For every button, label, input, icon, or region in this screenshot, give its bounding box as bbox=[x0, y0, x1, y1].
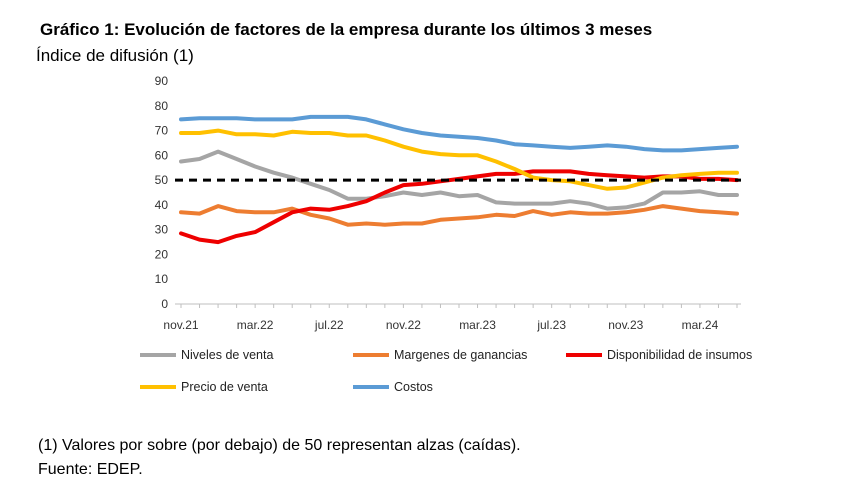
x-axis-ticks: nov.21 mar.22 jul.22 nov.22 mar.23 jul.23 nov.… bbox=[163, 304, 738, 332]
source-text: Fuente: EDEP. bbox=[38, 461, 143, 478]
legend-label-costos: Costos bbox=[394, 380, 433, 394]
series-line-margenes bbox=[179, 204, 739, 227]
x-tick-label: mar.24 bbox=[682, 318, 719, 332]
y-tick-label: 70 bbox=[155, 124, 169, 138]
x-tick-label: jul.23 bbox=[536, 318, 566, 332]
legend-label-niveles: Niveles de venta bbox=[181, 348, 273, 362]
y-tick-label: 0 bbox=[161, 297, 168, 311]
y-tick-label: 80 bbox=[155, 99, 169, 113]
legend-label-insumos: Disponibilidad de insumos bbox=[607, 348, 752, 362]
series-line-precio bbox=[179, 128, 739, 191]
chart-subtitle: Índice de difusión (1) bbox=[36, 46, 194, 65]
y-tick-label: 30 bbox=[155, 223, 169, 237]
chart-title: Gráfico 1: Evolución de factores de la e… bbox=[40, 20, 653, 39]
y-tick-label: 60 bbox=[155, 148, 169, 162]
y-tick-label: 20 bbox=[155, 247, 169, 261]
x-tick-label: mar.22 bbox=[237, 318, 274, 332]
legend-label-precio: Precio de venta bbox=[181, 380, 268, 394]
y-axis-ticks: 0 10 20 30 40 50 60 70 80 90 bbox=[155, 74, 169, 311]
footnotes: (1) Valores por sobre (por debajo) de 50… bbox=[38, 434, 521, 482]
x-tick-label: nov.21 bbox=[163, 318, 198, 332]
x-tick-label: jul.22 bbox=[314, 318, 344, 332]
series-line-costos bbox=[179, 114, 739, 153]
y-tick-label: 50 bbox=[155, 173, 169, 187]
footnote-text: (1) Valores por sobre (por debajo) de 50… bbox=[38, 437, 521, 454]
y-tick-label: 90 bbox=[155, 74, 169, 88]
y-tick-label: 40 bbox=[155, 198, 169, 212]
x-tick-label: mar.23 bbox=[459, 318, 496, 332]
x-tick-label: nov.23 bbox=[608, 318, 643, 332]
series-line-niveles bbox=[179, 149, 739, 211]
legend-label-margenes: Margenes de ganancias bbox=[394, 348, 527, 362]
y-tick-label: 10 bbox=[155, 272, 169, 286]
legend: Niveles de venta Margenes de ganancias Dis… bbox=[140, 348, 752, 394]
x-tick-label: nov.22 bbox=[386, 318, 421, 332]
